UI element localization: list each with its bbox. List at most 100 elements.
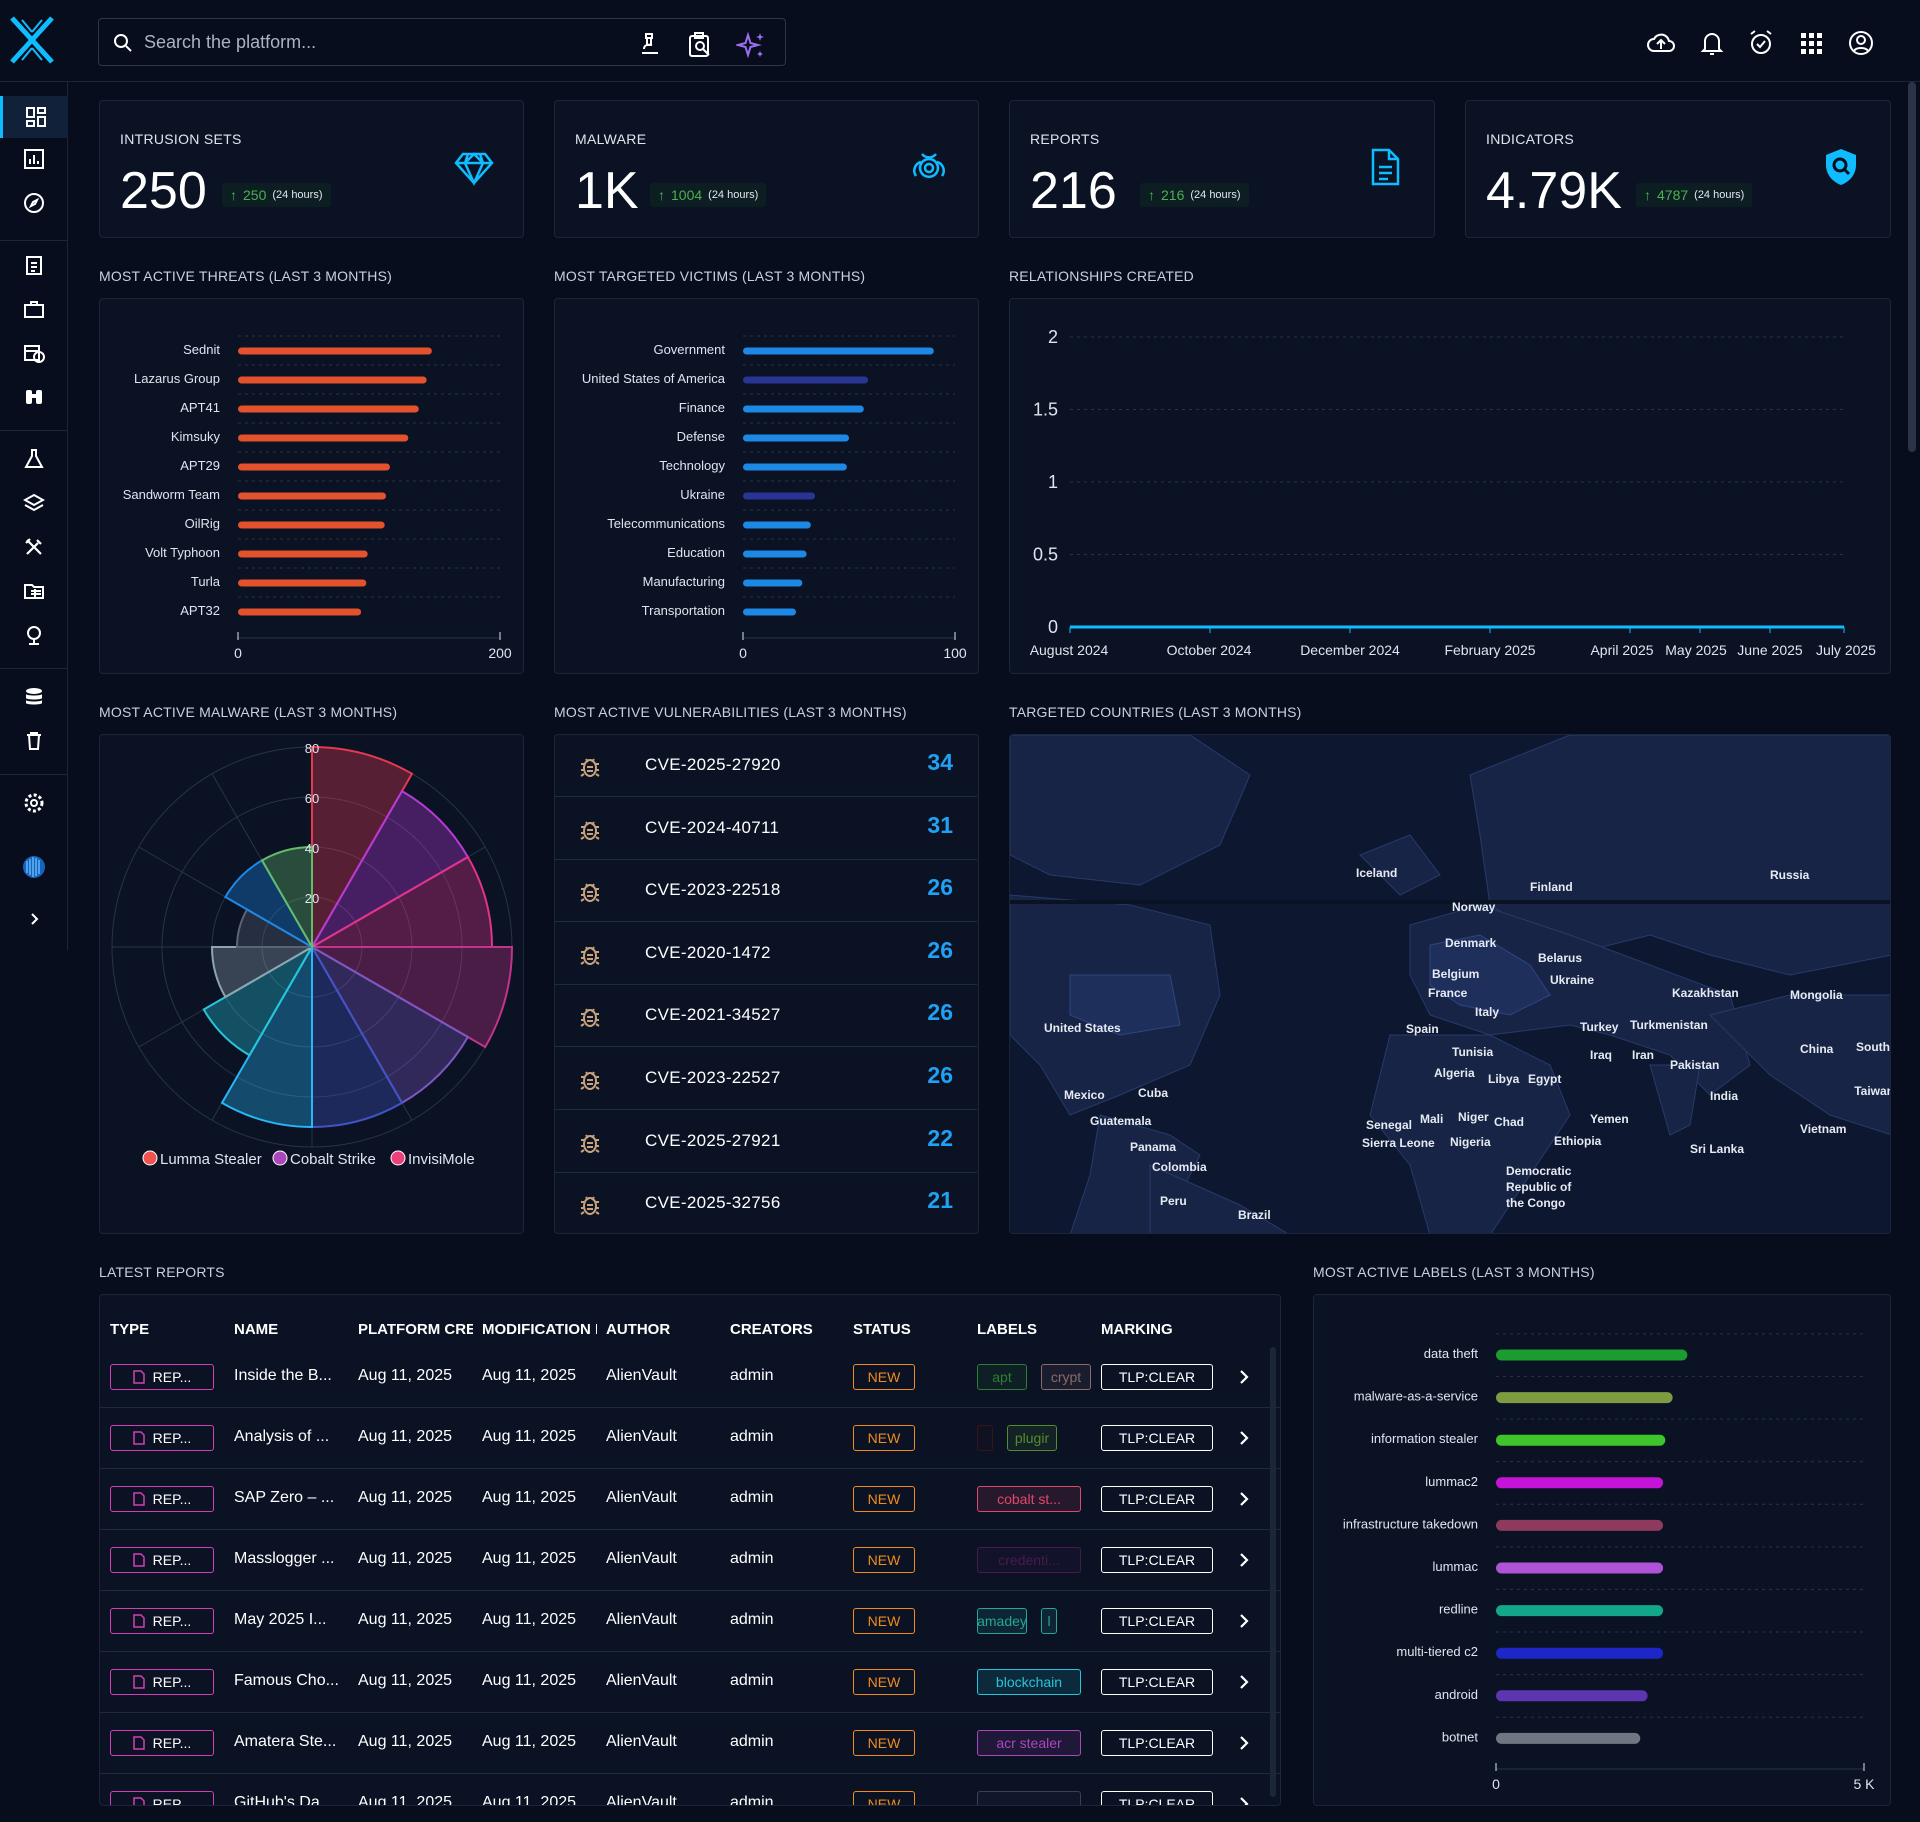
nav-hub[interactable] xyxy=(0,846,68,888)
kpi-card-indicators[interactable]: INDICATORS 4.79K ↑ 4787 (24 hours) xyxy=(1465,100,1891,238)
bar[interactable] xyxy=(238,463,390,471)
bar[interactable] xyxy=(1496,1392,1673,1404)
vulnerability-row[interactable]: CVE-2023-22527 26 xyxy=(555,1048,977,1110)
vulnerability-row[interactable]: CVE-2025-27921 22 xyxy=(555,1111,977,1173)
chevron-right-icon[interactable] xyxy=(1233,1549,1255,1571)
bar[interactable] xyxy=(1496,1477,1664,1489)
table-scrollbar[interactable] xyxy=(1270,1347,1276,1797)
table-row[interactable]: REP... SAP Zero – ... Aug 11, 2025 Aug 11, … xyxy=(100,1469,1280,1530)
bar[interactable] xyxy=(1496,1349,1688,1361)
column-header[interactable]: LABELS xyxy=(977,1321,1037,1338)
world-map[interactable]: Iceland Finland Russia Norway Denmark Belarus… xyxy=(1010,735,1891,1234)
nav-arsenal[interactable] xyxy=(0,482,68,524)
column-header[interactable]: TYPE xyxy=(110,1321,150,1338)
cloud-upload-icon[interactable] xyxy=(1646,28,1676,58)
nav-data[interactable] xyxy=(0,676,68,718)
ai-sparkle-icon[interactable] xyxy=(736,31,766,59)
column-header[interactable]: PLATFORM CREA xyxy=(358,1321,473,1338)
column-header[interactable]: STATUS xyxy=(853,1321,911,1338)
bar[interactable] xyxy=(238,521,385,529)
chevron-right-icon[interactable] xyxy=(1233,1488,1255,1510)
kpi-card-malware[interactable]: MALWARE 1K ↑ 1004 (24 hours) xyxy=(554,100,979,238)
bar[interactable] xyxy=(743,405,864,413)
bar[interactable] xyxy=(238,434,409,442)
bar[interactable] xyxy=(1496,1434,1666,1446)
bar[interactable] xyxy=(238,347,432,355)
bar[interactable] xyxy=(238,492,387,500)
polar-segment[interactable] xyxy=(210,946,316,999)
chevron-right-icon[interactable] xyxy=(1233,1610,1255,1632)
sidebar-expand-button[interactable] xyxy=(0,898,68,940)
bar[interactable] xyxy=(743,579,803,587)
targeted-countries-map[interactable]: Iceland Finland Russia Norway Denmark Belarus… xyxy=(1009,734,1891,1234)
vulnerability-row[interactable]: CVE-2024-40711 31 xyxy=(555,798,977,860)
bar[interactable] xyxy=(743,347,934,355)
nav-events[interactable] xyxy=(0,332,68,374)
label-chip[interactable]: amadey xyxy=(977,1608,1027,1634)
column-header[interactable]: NAME xyxy=(234,1321,279,1338)
nav-settings[interactable] xyxy=(0,782,68,824)
table-row[interactable]: REP... Analysis of ... Aug 11, 2025 Aug 11,… xyxy=(100,1408,1280,1469)
nav-threats[interactable] xyxy=(0,438,68,480)
table-row[interactable]: REP... Famous Cho... Aug 11, 2025 Aug 11, 2… xyxy=(100,1652,1280,1713)
bar[interactable] xyxy=(743,608,796,616)
bar[interactable] xyxy=(1496,1690,1648,1702)
bar[interactable] xyxy=(238,608,362,616)
nav-cases[interactable] xyxy=(0,288,68,330)
table-row[interactable]: REP... Inside the B... Aug 11, 2025 Aug 11,… xyxy=(100,1347,1280,1408)
vulnerability-row[interactable]: CVE-2021-34527 26 xyxy=(555,985,977,1048)
page-scrollbar-thumb[interactable] xyxy=(1908,82,1916,452)
clipboard-search-icon[interactable] xyxy=(686,31,714,59)
table-row[interactable]: REP... May 2025 I... Aug 11, 2025 Aug 11, 2… xyxy=(100,1591,1280,1652)
chevron-right-icon[interactable] xyxy=(1233,1793,1255,1806)
polar-segment[interactable] xyxy=(308,855,494,948)
bar[interactable] xyxy=(1496,1647,1664,1659)
bar[interactable] xyxy=(238,376,427,384)
vulnerability-row[interactable]: CVE-2025-27920 34 xyxy=(555,735,977,797)
search-input[interactable] xyxy=(144,29,604,55)
table-row[interactable]: REP... Amatera Ste... Aug 11, 2025 Aug 11, … xyxy=(100,1713,1280,1774)
nav-entities[interactable] xyxy=(0,570,68,612)
apps-grid-icon[interactable] xyxy=(1796,28,1826,58)
nav-analyses[interactable] xyxy=(0,138,68,180)
table-row[interactable]: REP... Masslogger ... Aug 11, 2025 Aug 11, … xyxy=(100,1530,1280,1591)
table-row[interactable]: REP... GitHub's Da... Aug 11, 2025 Aug 11, … xyxy=(100,1774,1280,1806)
vulnerability-row[interactable]: CVE-2020-1472 26 xyxy=(555,923,977,985)
vulnerability-row[interactable]: CVE-2025-32756 21 xyxy=(555,1173,977,1233)
label-chip[interactable]: l xyxy=(1041,1608,1057,1634)
bar[interactable] xyxy=(1496,1732,1641,1744)
label-chip[interactable]: apt xyxy=(977,1364,1027,1390)
label-chip[interactable]: acr stealer xyxy=(977,1730,1081,1756)
label-chip[interactable]: credenti... xyxy=(977,1547,1081,1573)
bell-icon[interactable] xyxy=(1697,28,1727,58)
kpi-card-intrusion-sets[interactable]: INTRUSION SETS 250 ↑ 250 (24 hours) xyxy=(99,100,524,238)
vulnerability-row[interactable]: CVE-2023-22518 26 xyxy=(555,860,977,923)
label-chip[interactable] xyxy=(977,1425,993,1451)
chevron-right-icon[interactable] xyxy=(1233,1671,1255,1693)
polar-segment[interactable] xyxy=(308,946,514,1049)
label-chip[interactable]: cobalt st... xyxy=(977,1486,1081,1512)
app-logo[interactable] xyxy=(8,14,56,66)
bar[interactable] xyxy=(743,434,849,442)
polar-segment[interactable] xyxy=(309,789,470,950)
nav-reports[interactable] xyxy=(0,244,68,286)
bar[interactable] xyxy=(238,405,419,413)
column-header[interactable]: MODIFICATION I xyxy=(482,1321,597,1338)
bar[interactable] xyxy=(743,376,869,384)
label-chip[interactable] xyxy=(977,1791,1081,1805)
nav-dashboard[interactable] xyxy=(0,96,68,138)
column-header[interactable]: CREATORS xyxy=(730,1321,813,1338)
nav-observations[interactable] xyxy=(0,376,68,418)
polar-segment[interactable] xyxy=(311,745,414,951)
column-header[interactable]: AUTHOR xyxy=(606,1321,671,1338)
bar[interactable] xyxy=(743,550,807,558)
polar-segment[interactable] xyxy=(311,943,404,1129)
bar[interactable] xyxy=(238,579,367,587)
chevron-right-icon[interactable] xyxy=(1233,1427,1255,1449)
bar[interactable] xyxy=(743,492,816,500)
polar-segment[interactable] xyxy=(260,845,313,951)
chevron-right-icon[interactable] xyxy=(1233,1732,1255,1754)
chevron-right-icon[interactable] xyxy=(1233,1366,1255,1388)
nav-techniques[interactable] xyxy=(0,526,68,568)
polar-segment[interactable] xyxy=(202,944,315,1057)
